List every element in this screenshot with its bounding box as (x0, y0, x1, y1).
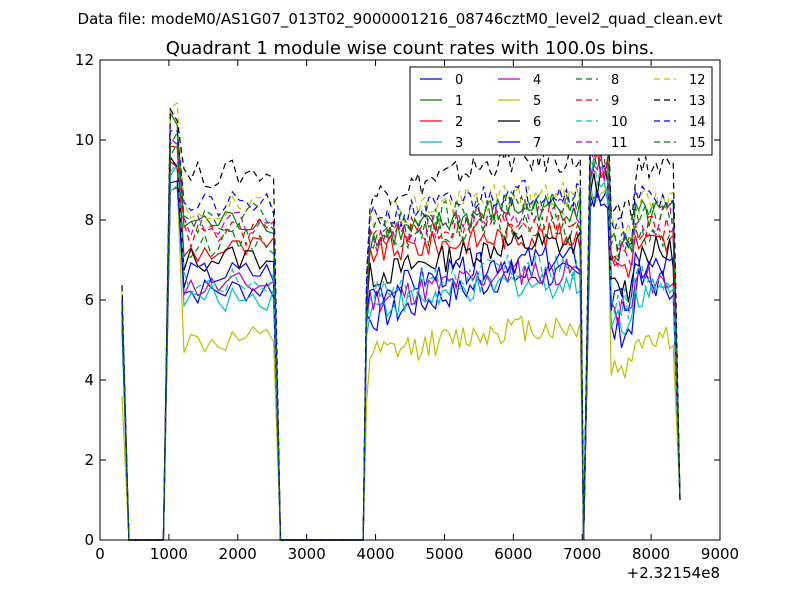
x-tick-label: 3000 (288, 545, 326, 563)
series-line-14 (121, 126, 681, 541)
legend-box (409, 66, 713, 156)
chart-title: Quadrant 1 module wise count rates with … (166, 38, 655, 59)
legend-label: 5 (533, 94, 541, 109)
legend-label: 13 (689, 94, 706, 109)
legend-label: 15 (689, 136, 706, 151)
x-tick-label: 4000 (356, 545, 394, 563)
y-tick-label: 0 (84, 531, 94, 549)
x-tick-label: 9000 (701, 545, 739, 563)
legend-label: 12 (689, 73, 706, 88)
series-line-12 (121, 101, 681, 541)
x-tick-label: 0 (95, 545, 105, 563)
series-line-7 (121, 180, 681, 541)
x-tick-label: 1000 (150, 545, 188, 563)
legend-label: 4 (533, 73, 541, 88)
y-tick-label: 12 (75, 51, 94, 69)
legend-label: 0 (455, 73, 463, 88)
x-tick-label: 5000 (425, 545, 463, 563)
series-line-9 (121, 157, 681, 541)
legend-label: 9 (611, 94, 619, 109)
legend-label: 2 (455, 115, 463, 130)
y-tick-label: 8 (84, 211, 94, 229)
legend-label: 8 (611, 73, 619, 88)
legend-label: 7 (533, 136, 541, 151)
x-tick-label: 6000 (494, 545, 532, 563)
series-layer (121, 101, 681, 541)
series-line-13 (121, 103, 681, 541)
series-line-15 (121, 127, 681, 541)
series-line-10 (121, 156, 681, 541)
x-offset-label: +2.32154e8 (627, 564, 720, 582)
y-tick-label: 2 (84, 451, 94, 469)
y-tick-label: 10 (75, 131, 94, 149)
chart-suptitle: Data file: modeM0/AS1G07_013T02_90000012… (78, 10, 723, 29)
legend-label: 11 (611, 136, 628, 151)
x-axis: 0 1000 2000 3000 4000 5000 6000 7000 8000 9000 (95, 60, 739, 563)
y-tick-label: 6 (84, 291, 94, 309)
legend-label: 14 (689, 115, 706, 130)
legend-label: 6 (533, 115, 541, 130)
y-tick-label: 4 (84, 371, 94, 389)
legend-label: 1 (455, 94, 463, 109)
series-line-5 (121, 183, 681, 541)
x-tick-label: 2000 (219, 545, 257, 563)
x-tick-label: 7000 (563, 545, 601, 563)
x-tick-label: 8000 (632, 545, 670, 563)
legend-label: 10 (611, 115, 628, 130)
legend-label: 3 (455, 136, 463, 151)
